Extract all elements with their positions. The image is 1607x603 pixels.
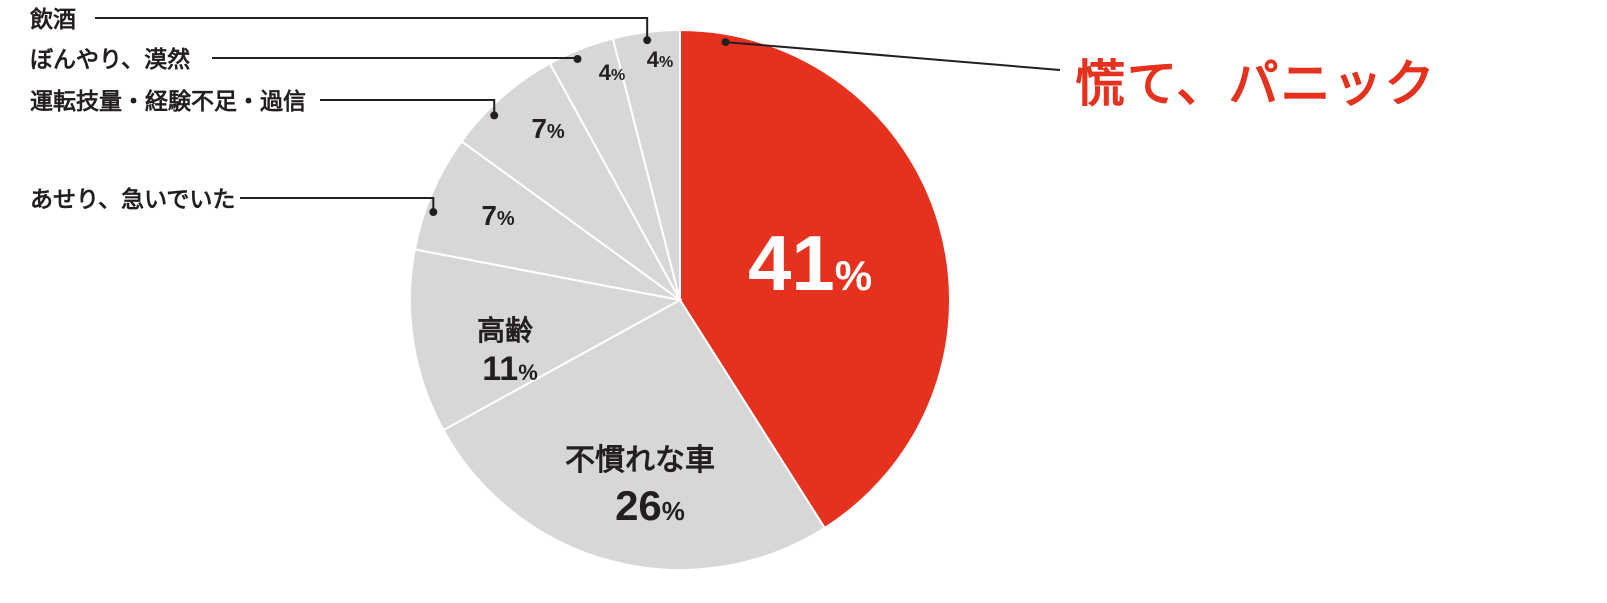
ext-label-absent: ぼんやり、漠然 (30, 40, 190, 74)
leader-line-skill (320, 100, 494, 115)
leader-dot-skill (490, 111, 498, 119)
leader-dot-absent (573, 55, 581, 63)
leader-line-alcohol (95, 18, 647, 40)
headline-label-panic: 慌て、パニック (1075, 44, 1437, 116)
ext-label-skill: 運転技量・経験不足・過信 (30, 82, 306, 116)
leader-dot-alcohol (643, 36, 651, 44)
leader-line-absent (212, 58, 577, 59)
slice-inner-label-elderly: 高齢 (477, 314, 533, 346)
slice-inner-label-unfamiliar: 不慣れな車 (565, 444, 715, 477)
chart-container: 41%不慣れな車26%高齢11%7%7%4%4% 慌て、パニックあせり、急いでい… (0, 0, 1607, 603)
ext-label-alcohol: 飲酒 (30, 0, 76, 34)
leader-dot-panic (721, 38, 729, 46)
ext-label-hurry: あせり、急いでいた (30, 180, 235, 214)
leader-dot-hurry (429, 208, 437, 216)
leader-line-hurry (240, 198, 433, 212)
